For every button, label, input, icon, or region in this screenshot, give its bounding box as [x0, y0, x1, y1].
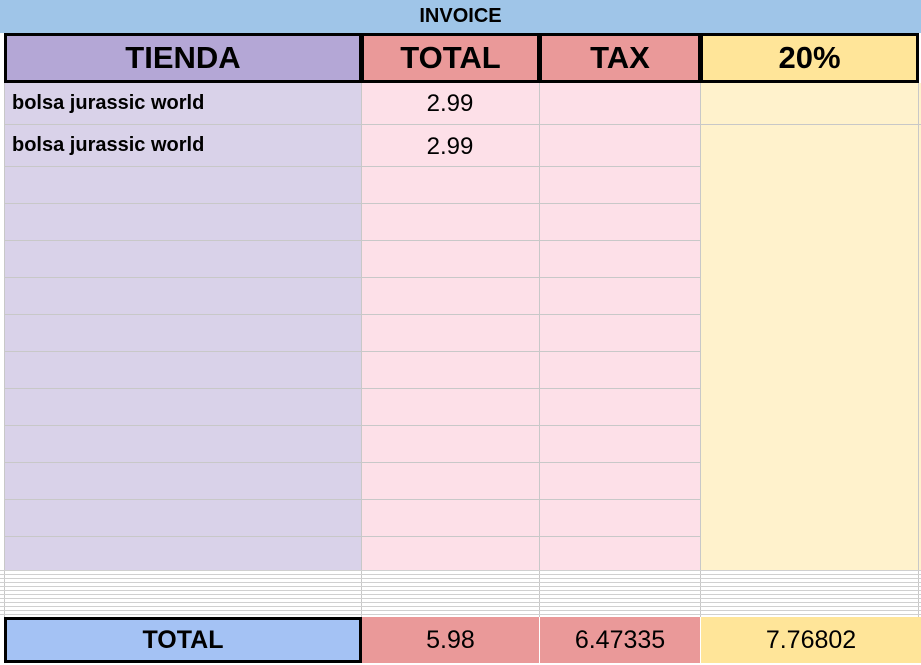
grid-line	[4, 203, 700, 204]
grid-line	[4, 388, 700, 389]
footer-label: TOTAL	[4, 617, 362, 663]
grid-line	[700, 124, 921, 125]
grid-line	[4, 351, 700, 352]
grid-line	[4, 124, 700, 125]
grid-line	[4, 425, 700, 426]
header-cell: TOTAL	[361, 33, 540, 83]
grid-line	[918, 83, 919, 617]
grid-line	[700, 83, 701, 617]
footer-total: 5.98	[362, 617, 539, 663]
footer-20pct: 7.76802	[701, 617, 921, 663]
column-bg	[4, 83, 361, 570]
row-total: 2.99	[426, 89, 474, 117]
hidden-rows	[0, 570, 921, 616]
column-bg	[361, 83, 700, 570]
row-total: 2.99	[426, 132, 474, 160]
grid-line	[4, 499, 700, 500]
grid-line	[4, 277, 700, 278]
header-cell: TIENDA	[4, 33, 362, 83]
row-name: bolsa jurassic world	[12, 133, 205, 156]
grid-line	[4, 240, 700, 241]
grid-line	[539, 83, 540, 617]
footer-tax: 6.47335	[540, 617, 700, 663]
header-cell: TAX	[539, 33, 701, 83]
column-bg	[700, 83, 921, 570]
header-cell: 20%	[700, 33, 919, 83]
grid-line	[4, 166, 700, 167]
row-name: bolsa jurassic world	[12, 92, 205, 114]
grid-line	[4, 462, 700, 463]
grid-line	[4, 536, 700, 537]
sheet-title: INVOICE	[0, 0, 921, 33]
grid-line	[361, 83, 362, 617]
grid-line	[4, 83, 5, 617]
grid-line	[4, 314, 700, 315]
